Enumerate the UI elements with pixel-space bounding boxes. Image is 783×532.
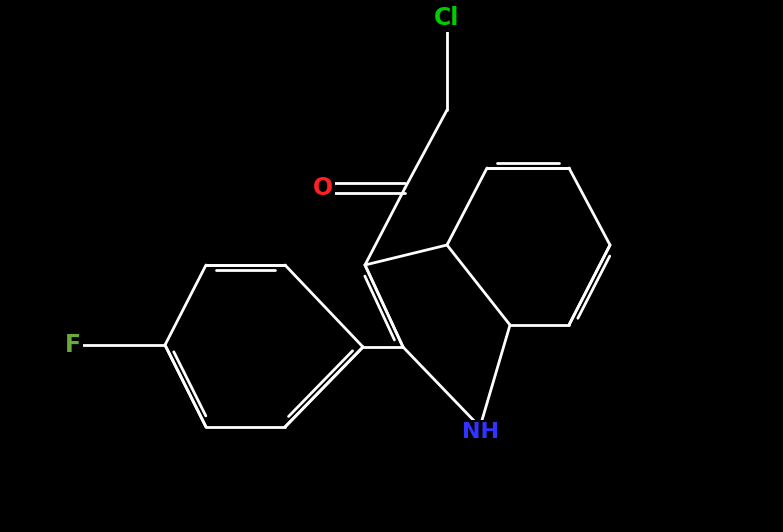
Text: F: F	[65, 333, 81, 357]
Text: O: O	[313, 176, 333, 200]
Text: NH: NH	[461, 422, 499, 442]
Text: Cl: Cl	[435, 6, 460, 30]
